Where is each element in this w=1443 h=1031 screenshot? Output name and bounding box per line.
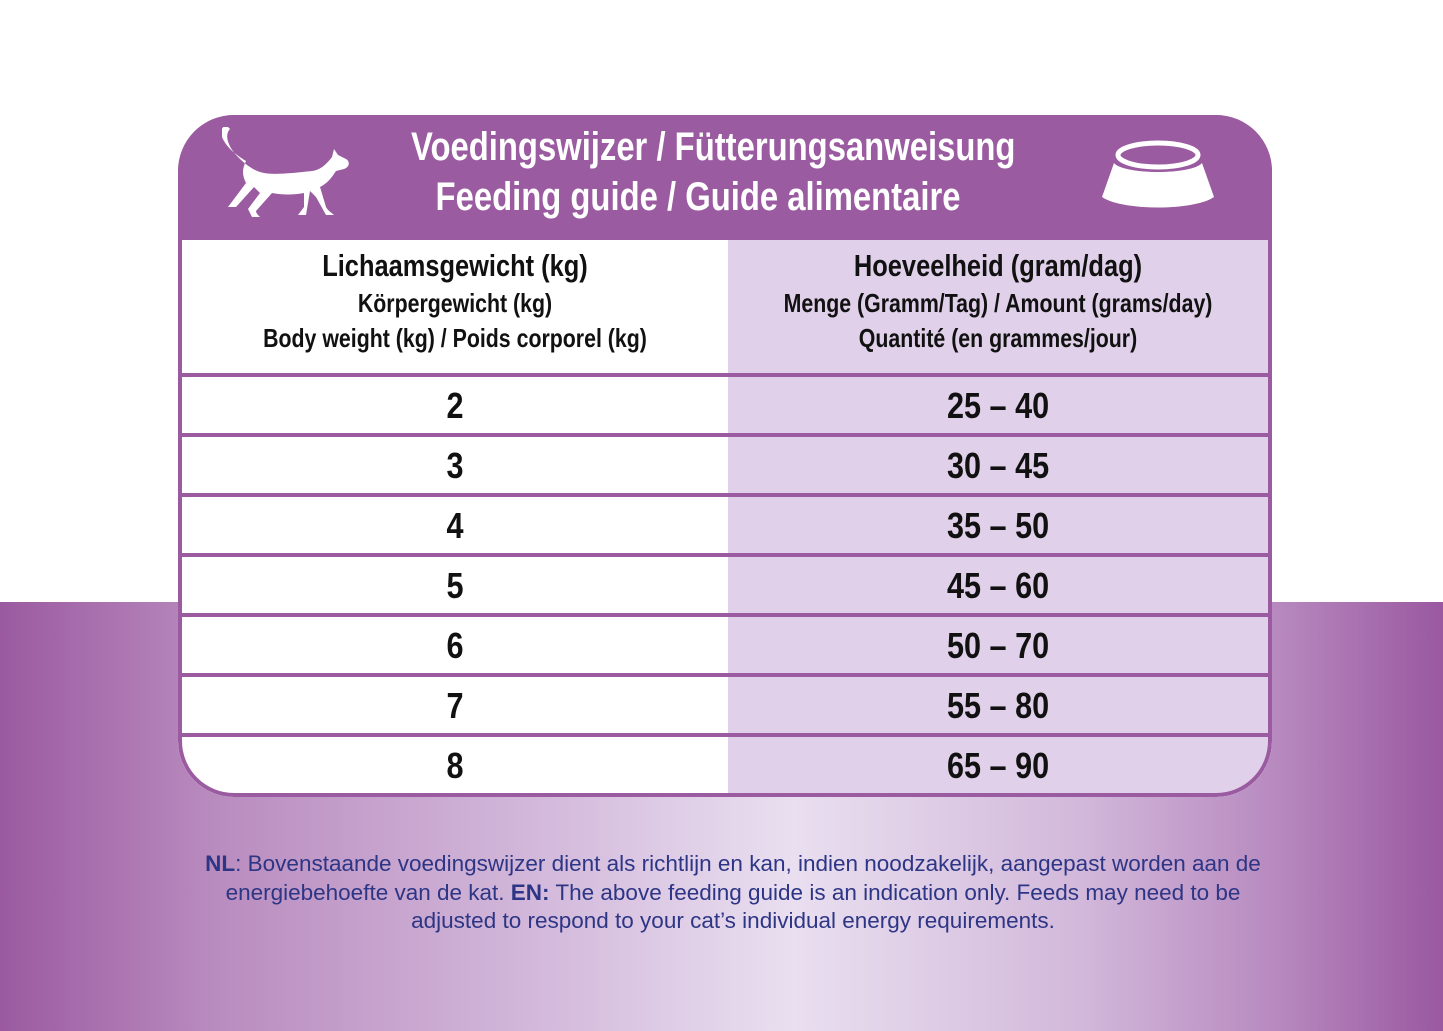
table-row: 5 45 – 60 bbox=[178, 553, 1272, 613]
header-weight-nl: Lichaamsgewicht (kg) bbox=[322, 248, 588, 283]
weight-cell: 3 bbox=[446, 445, 464, 486]
feeding-guide-card: Voedingswijzer / Fütterungsanweisung Fee… bbox=[178, 115, 1272, 797]
card-header: Voedingswijzer / Fütterungsanweisung Fee… bbox=[178, 115, 1272, 240]
table-row: 8 65 – 90 bbox=[178, 733, 1272, 793]
food-bowl-icon bbox=[1102, 140, 1214, 208]
header-weight-de: Körpergewicht (kg) bbox=[357, 288, 553, 318]
amount-cell: 25 – 40 bbox=[946, 385, 1050, 426]
header-amount-nl: Hoeveelheid (gram/dag) bbox=[853, 248, 1143, 283]
title-line-1: Voedingswijzer / Fütterungsanweisung bbox=[411, 125, 1016, 169]
table-row: 2 25 – 40 bbox=[178, 373, 1272, 433]
en-text: The above feeding guide is an indication… bbox=[411, 879, 1241, 934]
header-weight-en-fr: Body weight (kg) / Poids corporel (kg) bbox=[263, 323, 647, 353]
weight-cell: 7 bbox=[446, 685, 464, 726]
title-line-2: Feeding guide / Guide alimentaire bbox=[435, 175, 961, 219]
weight-cell: 8 bbox=[446, 745, 464, 786]
header-amount-de-en: Menge (Gramm/Tag) / Amount (grams/day) bbox=[783, 288, 1213, 318]
nl-label: NL bbox=[205, 851, 236, 876]
table-row: 3 30 – 45 bbox=[178, 433, 1272, 493]
footer-note: NL: Bovenstaande voedingswijzer dient al… bbox=[180, 850, 1286, 936]
amount-cell: 65 – 90 bbox=[946, 745, 1050, 786]
column-header-weight: Lichaamsgewicht (kg) Körpergewicht (kg) … bbox=[182, 240, 728, 375]
amount-cell: 55 – 80 bbox=[946, 685, 1050, 726]
column-header-amount: Hoeveelheid (gram/dag) Menge (Gramm/Tag)… bbox=[728, 240, 1268, 375]
amount-cell: 45 – 60 bbox=[946, 565, 1050, 606]
table-row: 7 55 – 80 bbox=[178, 673, 1272, 733]
table-row: 4 35 – 50 bbox=[178, 493, 1272, 553]
amount-cell: 35 – 50 bbox=[946, 505, 1050, 546]
weight-cell: 6 bbox=[446, 625, 464, 666]
weight-cell: 5 bbox=[446, 565, 464, 606]
en-label: EN: bbox=[510, 879, 550, 905]
table-row: 6 50 – 70 bbox=[178, 613, 1272, 673]
cat-icon bbox=[222, 127, 349, 217]
header-amount-fr: Quantité (en grammes/jour) bbox=[858, 323, 1138, 353]
amount-column-background bbox=[728, 240, 1268, 797]
amount-cell: 50 – 70 bbox=[946, 625, 1050, 666]
amount-cell: 30 – 45 bbox=[946, 445, 1050, 486]
weight-cell: 2 bbox=[446, 385, 464, 426]
nl-text: : Bovenstaande voedingswijzer dient als … bbox=[225, 851, 1261, 905]
weight-cell: 4 bbox=[446, 505, 464, 546]
